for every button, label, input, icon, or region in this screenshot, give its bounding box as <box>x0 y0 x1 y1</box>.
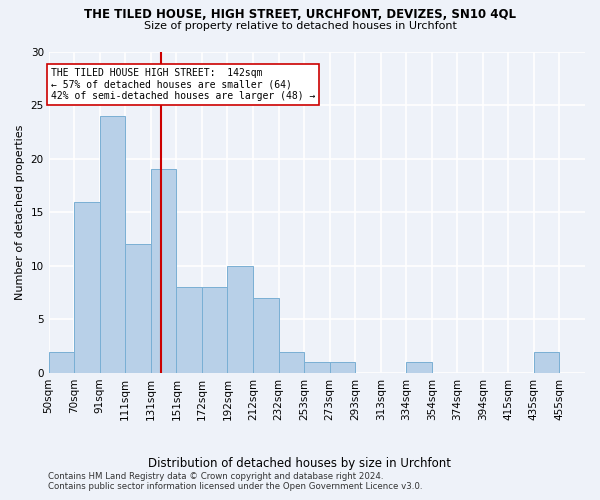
Text: Contains HM Land Registry data © Crown copyright and database right 2024.: Contains HM Land Registry data © Crown c… <box>48 472 383 481</box>
Bar <box>49 352 74 373</box>
Text: Contains public sector information licensed under the Open Government Licence v3: Contains public sector information licen… <box>48 482 422 491</box>
Bar <box>227 266 253 373</box>
Text: THE TILED HOUSE HIGH STREET:  142sqm
← 57% of detached houses are smaller (64)
4: THE TILED HOUSE HIGH STREET: 142sqm ← 57… <box>51 68 315 101</box>
Bar <box>100 116 125 373</box>
Bar <box>202 288 227 373</box>
Bar <box>534 352 559 373</box>
Bar <box>74 202 100 373</box>
Bar <box>329 362 355 373</box>
Bar <box>304 362 329 373</box>
Bar <box>151 170 176 373</box>
Bar <box>125 244 151 373</box>
Text: Size of property relative to detached houses in Urchfont: Size of property relative to detached ho… <box>143 21 457 31</box>
Bar <box>176 288 202 373</box>
Text: Distribution of detached houses by size in Urchfont: Distribution of detached houses by size … <box>149 458 452 470</box>
Bar <box>253 298 278 373</box>
Bar <box>278 352 304 373</box>
Bar <box>406 362 432 373</box>
Text: THE TILED HOUSE, HIGH STREET, URCHFONT, DEVIZES, SN10 4QL: THE TILED HOUSE, HIGH STREET, URCHFONT, … <box>84 8 516 20</box>
Y-axis label: Number of detached properties: Number of detached properties <box>15 124 25 300</box>
